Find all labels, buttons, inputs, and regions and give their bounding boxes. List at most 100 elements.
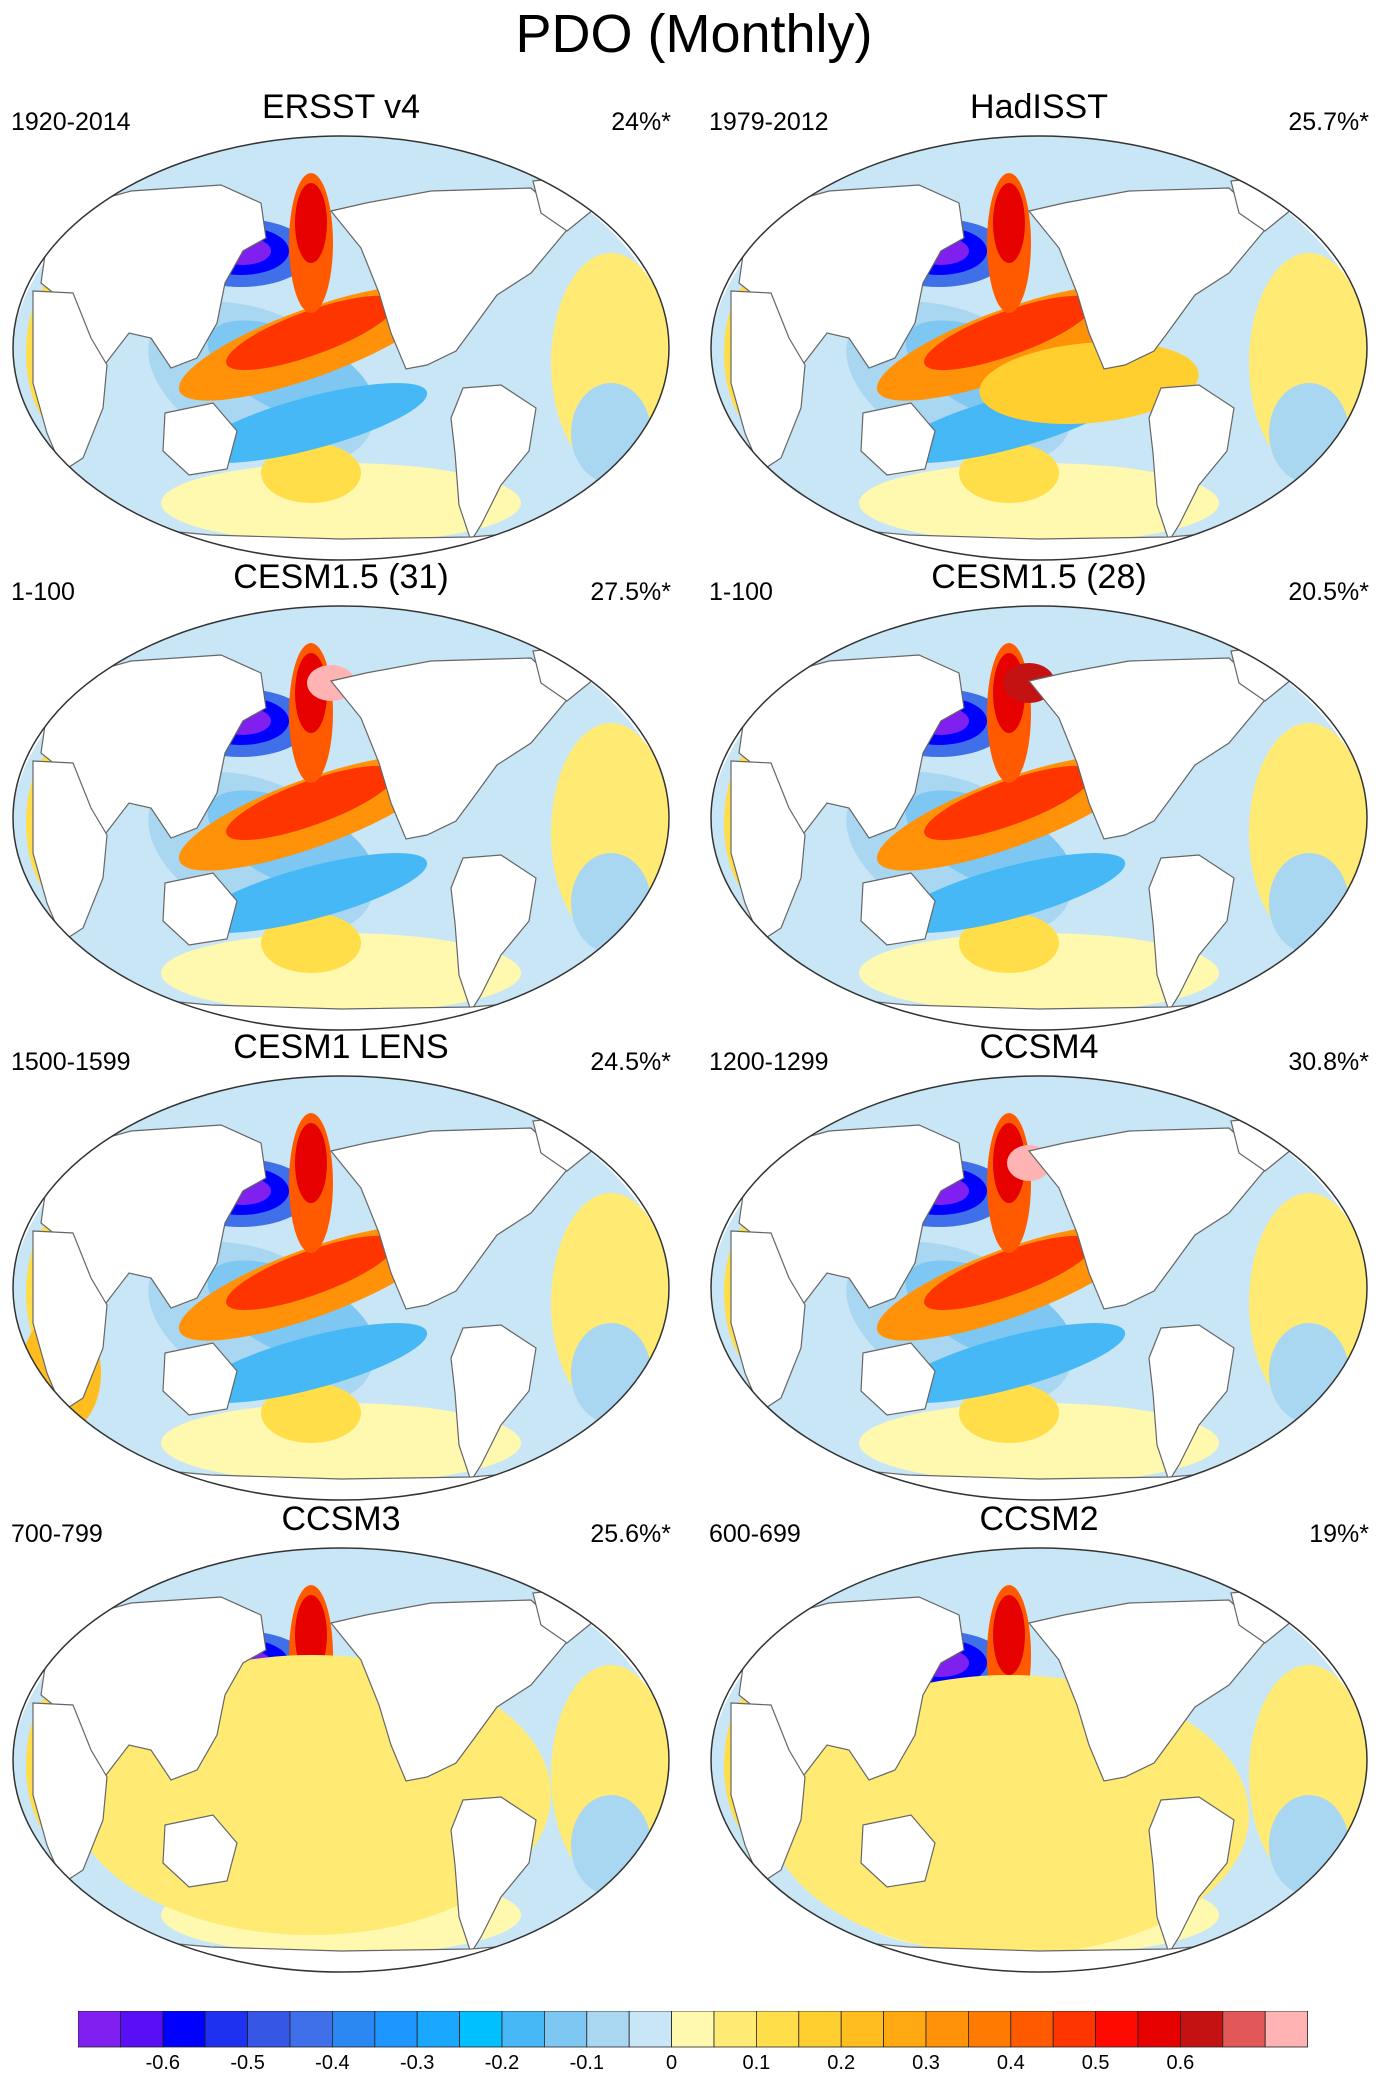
sst-regression-map [710, 605, 1368, 1031]
panel-title: CESM1.5 (28) [931, 558, 1147, 596]
land-mass [730, 760, 806, 942]
panel-period: 700-799 [11, 1520, 103, 1548]
map-panel: HadISST 1979-2012 25.7%* [699, 85, 1379, 575]
colorbar-swatch [1052, 2011, 1097, 2048]
colorbar-swatch [968, 2011, 1012, 2048]
map-border [710, 605, 1368, 1031]
land-mass [32, 1230, 108, 1412]
land-mass [162, 1814, 238, 1888]
map-border [12, 1075, 670, 1501]
anomaly-region [993, 183, 1025, 263]
map-border [12, 1547, 670, 1973]
colorbar-tick-label: 0.5 [1082, 2052, 1110, 2071]
panel-title: CCSM4 [979, 1028, 1099, 1066]
colorbar-tick-label: -0.1 [570, 2052, 604, 2071]
panel-period: 1920-2014 [11, 108, 131, 136]
anomaly-region [226, 295, 396, 371]
land-mass [860, 1342, 936, 1416]
panel-period: 1500-1599 [11, 1048, 131, 1076]
panel-period: 1-100 [11, 578, 75, 606]
land-mass [329, 657, 572, 840]
land-mass [860, 402, 936, 476]
colorbar-swatch [1095, 2011, 1139, 2048]
colorbar-swatch [1010, 2011, 1054, 2048]
sst-regression-map [710, 135, 1368, 561]
map-panel: ERSST v4 1920-2014 24%* [1, 85, 681, 575]
anomaly-region [161, 463, 521, 543]
land-mass [730, 290, 806, 472]
panel-variance: 25.6%* [590, 1520, 671, 1548]
map-panel: CCSM4 1200-1299 30.8%* [699, 1025, 1379, 1515]
colorbar-swatch [586, 2011, 630, 2048]
anomaly-region [959, 1383, 1059, 1443]
colorbar-tick-label: 0.1 [742, 2052, 770, 2071]
land-mass [329, 1599, 572, 1782]
anomaly-region [924, 765, 1094, 841]
colorbar-swatch [247, 2011, 291, 2048]
land-mass [730, 1230, 806, 1412]
anomaly-region [859, 933, 1219, 1013]
panel-variance: 30.8%* [1288, 1048, 1369, 1076]
anomaly-region [261, 913, 361, 973]
anomaly-region [295, 183, 327, 263]
colorbar-swatch [1137, 2011, 1181, 2048]
colorbar-swatch [289, 2011, 333, 2048]
colorbar-tick-label: -0.2 [485, 2052, 519, 2071]
colorbar-tick-label: 0.6 [1166, 2052, 1194, 2071]
colorbar-swatch [543, 2011, 588, 2048]
anomaly-region [226, 765, 396, 841]
land-mass [32, 760, 108, 942]
land-mass [860, 1814, 936, 1888]
land-mass [1148, 854, 1235, 1013]
anomaly-region [194, 383, 428, 463]
colorbar: -0.6 -0.5 -0.4 -0.3 -0.2 -0.1 0 0.1 0.2 0.3 0.4 0.5… [78, 2011, 1308, 2071]
anomaly-region [161, 1403, 521, 1483]
sst-regression-map [12, 1547, 670, 1973]
colorbar-swatch [459, 2011, 503, 2048]
land-mass [32, 1702, 108, 1884]
panel-title: ERSST v4 [261, 88, 421, 126]
colorbar-tick-label: 0.3 [912, 2052, 940, 2071]
panel-period: 1979-2012 [709, 108, 829, 136]
map-border [12, 135, 670, 561]
panel-title: CESM1.5 (31) [233, 558, 449, 596]
colorbar-swatch [883, 2011, 927, 2048]
anomaly-region [859, 1403, 1219, 1483]
anomaly-region [194, 853, 428, 933]
anomaly-region [993, 1595, 1025, 1675]
anomaly-region [892, 853, 1126, 933]
land-mass [1027, 657, 1270, 840]
anomaly-region [194, 1323, 428, 1403]
land-mass [162, 402, 238, 476]
land-mass [1027, 1599, 1270, 1782]
land-mass [730, 1702, 806, 1884]
colorbar-swatch [374, 2011, 418, 2048]
anomaly-region [924, 295, 1094, 371]
anomaly-region [295, 1123, 327, 1203]
map-panel: CCSM2 600-699 19%* [699, 1497, 1379, 1987]
land-mass [450, 1796, 537, 1955]
land-mass [162, 1342, 238, 1416]
colorbar-swatch [628, 2011, 673, 2048]
colorbar-swatch [1180, 2011, 1224, 2048]
land-mass [1027, 1127, 1270, 1310]
anomaly-region [161, 933, 521, 1013]
colorbar-tick-label: 0.2 [827, 2052, 855, 2071]
colorbar-tick-label: -0.4 [315, 2052, 349, 2071]
colorbar-tick-label: -0.3 [400, 2052, 434, 2071]
land-mass [1148, 384, 1235, 543]
anomaly-region [859, 463, 1219, 543]
panel-period: 1200-1299 [709, 1048, 829, 1076]
anomaly-region [295, 1595, 327, 1675]
land-mass [32, 290, 108, 472]
map-panel: CESM1 LENS 1500-1599 24.5%* [1, 1025, 681, 1515]
anomaly-region [261, 443, 361, 503]
anomaly-region [959, 913, 1059, 973]
panel-period: 600-699 [709, 1520, 801, 1548]
map-border [710, 1547, 1368, 1973]
colorbar-swatch [671, 2011, 715, 2048]
anomaly-region [261, 1383, 361, 1443]
land-mass [450, 1324, 537, 1483]
sst-regression-map [12, 1075, 670, 1501]
map-panel: CESM1.5 (28) 1-100 20.5%* [699, 555, 1379, 1045]
